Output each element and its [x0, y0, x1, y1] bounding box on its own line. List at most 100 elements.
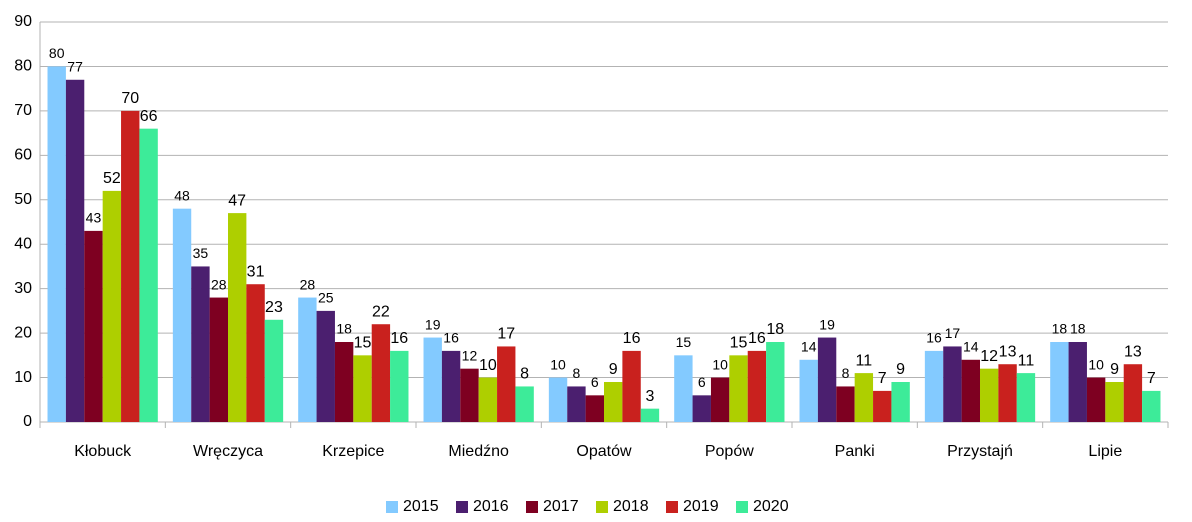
data-label: 8 [520, 366, 529, 383]
legend-swatch [386, 501, 398, 513]
data-label: 10 [550, 356, 566, 372]
data-label: 7 [1147, 370, 1156, 387]
data-label: 18 [1070, 321, 1086, 337]
data-label: 22 [372, 303, 390, 320]
x-tick-label: Popów [705, 443, 754, 460]
bar [622, 350, 641, 422]
y-tick-label: 70 [14, 102, 32, 119]
data-label: 10 [1088, 356, 1104, 372]
x-tick-label: Krzepice [322, 443, 384, 460]
data-label: 16 [926, 330, 942, 346]
data-label: 15 [676, 334, 692, 350]
bar [567, 386, 586, 422]
data-label: 6 [591, 374, 599, 390]
data-label: 8 [573, 365, 581, 381]
bar [121, 110, 140, 422]
legend-label: 2020 [753, 498, 789, 515]
legend-swatch [596, 501, 608, 513]
bar [228, 213, 247, 422]
bar [1105, 382, 1124, 422]
legend-label: 2019 [683, 498, 719, 515]
bar [854, 373, 874, 422]
bar [585, 395, 604, 422]
bar [674, 355, 693, 422]
bar [460, 368, 479, 422]
bar [747, 350, 767, 422]
bar [515, 386, 534, 422]
bar [817, 337, 837, 422]
data-label: 18 [766, 321, 784, 338]
data-label: 11 [1018, 352, 1035, 369]
bar [1016, 373, 1036, 422]
y-tick-label: 80 [14, 58, 32, 75]
data-label: 10 [479, 357, 497, 374]
data-label: 70 [121, 90, 139, 107]
y-tick-label: 50 [14, 191, 32, 208]
bar [497, 346, 516, 422]
y-tick-label: 20 [14, 324, 32, 341]
bar [316, 310, 335, 422]
bar [478, 377, 498, 422]
y-tick-label: 60 [14, 147, 32, 164]
data-label: 66 [140, 108, 158, 125]
data-label: 16 [443, 330, 459, 346]
bar [943, 346, 962, 422]
legend-swatch [456, 501, 468, 513]
data-label: 80 [49, 45, 65, 61]
bar [836, 386, 855, 422]
legend-label: 2016 [473, 498, 509, 515]
y-tick-label: 10 [14, 369, 32, 386]
legend-label: 2015 [403, 498, 439, 515]
bar [692, 395, 711, 422]
x-tick-label: Przystajń [947, 443, 1013, 460]
data-label: 13 [999, 343, 1017, 360]
data-label: 9 [1110, 361, 1119, 378]
x-tick-label: Lipie [1088, 443, 1122, 460]
data-label: 14 [801, 338, 817, 354]
bar [604, 382, 623, 422]
bar [873, 390, 892, 422]
data-label: 7 [878, 370, 887, 387]
legend-swatch [666, 501, 678, 513]
bar [729, 355, 748, 422]
x-tick-label: Miedźno [448, 443, 509, 460]
bar [1086, 377, 1106, 422]
bar [548, 377, 568, 422]
bar [924, 350, 944, 422]
data-label: 23 [265, 299, 283, 316]
data-label: 16 [623, 330, 641, 347]
bar [1142, 390, 1161, 422]
x-tick-label: Opatów [576, 443, 632, 460]
bar [298, 297, 317, 422]
bar [998, 364, 1017, 422]
bar [1068, 342, 1087, 422]
data-label: 28 [211, 276, 227, 292]
data-label: 77 [67, 58, 83, 74]
data-label: 18 [336, 321, 352, 337]
legend-swatch [736, 501, 748, 513]
bar [891, 382, 910, 422]
bar [264, 319, 284, 422]
data-label: 3 [646, 388, 655, 405]
bar [980, 368, 999, 422]
bar [209, 297, 228, 422]
data-label: 13 [1124, 343, 1142, 360]
bar [371, 324, 391, 422]
bar [423, 337, 442, 422]
bar [47, 66, 66, 422]
data-label: 52 [103, 170, 121, 187]
bar [65, 79, 85, 423]
y-tick-label: 30 [14, 280, 32, 297]
data-label: 19 [819, 316, 835, 332]
bar [191, 266, 210, 422]
data-label: 15 [730, 335, 748, 352]
data-label: 48 [174, 187, 190, 203]
data-label: 47 [228, 192, 246, 209]
bar [172, 208, 192, 422]
bar [1123, 364, 1143, 422]
data-label: 16 [390, 330, 408, 347]
data-label: 10 [712, 356, 728, 372]
data-label: 31 [247, 263, 265, 280]
y-tick-label: 90 [14, 13, 32, 30]
bar [961, 359, 980, 422]
